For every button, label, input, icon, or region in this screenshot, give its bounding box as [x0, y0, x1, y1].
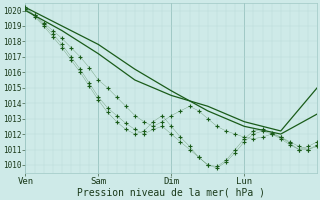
X-axis label: Pression niveau de la mer( hPa ): Pression niveau de la mer( hPa )	[77, 187, 265, 197]
